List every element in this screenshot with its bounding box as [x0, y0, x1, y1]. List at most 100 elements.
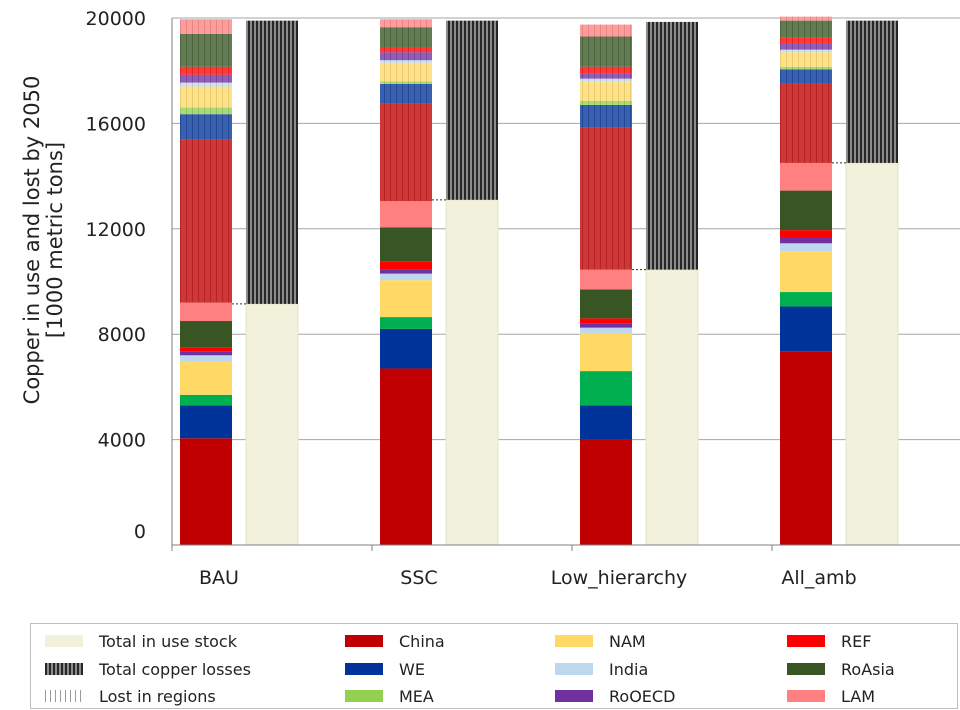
bar-total-in-use-stock: [845, 162, 899, 546]
legend-item: REF: [787, 631, 871, 651]
bar-segment-nam: [580, 332, 632, 372]
lost-stripe-overlay: [180, 19, 232, 34]
bar-segment-ref: [180, 347, 232, 352]
lost-stripe-overlay: [780, 69, 832, 84]
lost-stripe-overlay: [380, 60, 432, 63]
bar-segment-china: [780, 351, 832, 545]
lost-stripe-overlay: [180, 66, 232, 75]
legend-item: MEA: [345, 686, 434, 706]
bar-segment-india: [180, 355, 232, 362]
bar-segment-rooecd: [380, 269, 432, 274]
bar-segment-china: [180, 438, 232, 545]
bar-segment-china: [580, 439, 632, 545]
bar-segment-mea: [580, 371, 632, 406]
legend-swatch: [787, 635, 825, 647]
lost-stripe-overlay: [780, 49, 832, 53]
x-tick-label: SSC: [400, 567, 437, 589]
legend-label: RoAsia: [841, 659, 895, 679]
lost-stripe-overlay: [180, 107, 232, 115]
legend-swatch: [555, 635, 593, 647]
bars: [180, 16, 899, 546]
lost-stripe-overlay: [580, 104, 632, 128]
y-axis-ticks: 0 4000 8000 12000 16000 20000: [86, 8, 146, 543]
lost-stripe-overlay: [380, 62, 432, 82]
y-axis-label: Copper in use and lost by 2050[1000 metr…: [20, 76, 67, 405]
lost-stripe-overlay: [180, 74, 232, 83]
legend-item: Total copper losses: [45, 659, 251, 679]
bar-segment-mea: [180, 394, 232, 406]
bar-total-copper-losses: [646, 21, 698, 270]
lost-stripe-overlay: [780, 20, 832, 38]
legend-item: NAM: [555, 631, 646, 651]
bar-segment-rooecd: [780, 238, 832, 244]
bar-segment-lam: [380, 201, 432, 228]
legend-swatch: [345, 663, 383, 675]
lost-stripe-overlay: [580, 36, 632, 67]
bar-segment-roasia: [180, 321, 232, 348]
bar-segment-india: [380, 273, 432, 281]
bar-segment-roasia: [380, 227, 432, 262]
legend-item: Lost in regions: [45, 686, 216, 706]
bar-segment-lam: [580, 269, 632, 290]
bar-segment-roasia: [780, 190, 832, 231]
y-tick-label: 4000: [98, 430, 146, 452]
legend-swatch: [345, 635, 383, 647]
lost-stripe-overlay: [180, 114, 232, 140]
bar-segment-lam: [180, 302, 232, 322]
bar-segment-ref: [780, 230, 832, 239]
lost-stripe-overlay: [780, 66, 832, 70]
lost-stripe-overlay: [380, 103, 432, 202]
legend-item: Total in use stock: [45, 631, 237, 651]
legend-swatch: [345, 690, 383, 702]
legend-item: RoAsia: [787, 659, 895, 679]
lost-stripe-overlay: [180, 86, 232, 108]
lost-stripe-overlay: [180, 139, 232, 303]
lost-stripe-overlay: [780, 83, 832, 163]
x-tick-label: BAU: [199, 567, 239, 589]
lost-stripe-overlay: [380, 81, 432, 84]
bar-segment-lam: [780, 162, 832, 191]
chart: Copper in use and lost by 2050[1000 metr…: [20, 8, 960, 589]
bar-total-in-use-stock: [245, 303, 299, 546]
bar-segment-we: [580, 405, 632, 440]
legend-swatch: [45, 690, 83, 702]
y-tick-label: 0: [134, 521, 146, 543]
legend-label: NAM: [609, 631, 646, 651]
bar-segment-mea: [380, 317, 432, 329]
bar-segment-mea: [780, 292, 832, 307]
legend-swatch: [555, 690, 593, 702]
lost-stripe-overlay: [580, 127, 632, 270]
legend-label: LAM: [841, 686, 876, 706]
x-tick-label: All_amb: [781, 567, 856, 589]
y-tick-label: 16000: [86, 113, 146, 135]
lost-stripe-overlay: [180, 33, 232, 67]
bar-total-in-use-stock: [445, 199, 499, 546]
bar-segment-ref: [380, 261, 432, 270]
bar-segment-china: [380, 368, 432, 545]
bar-segment-we: [180, 405, 232, 439]
lost-stripe-overlay: [380, 19, 432, 28]
lost-stripe-overlay: [380, 46, 432, 53]
y-tick-label: 20000: [86, 8, 146, 30]
legend-swatch: [787, 663, 825, 675]
bar-segment-roasia: [580, 289, 632, 319]
bar-segment-india: [580, 327, 632, 333]
legend-swatch: [787, 690, 825, 702]
lost-stripe-overlay: [380, 52, 432, 61]
bar-segment-nam: [180, 361, 232, 395]
lost-stripe-overlay: [780, 52, 832, 67]
lost-stripe-overlay: [780, 37, 832, 44]
legend-label: India: [609, 659, 649, 679]
legend-label: MEA: [399, 686, 434, 706]
legend: Total in use stock Total copper losses Los…: [30, 623, 958, 709]
bar-segment-we: [780, 306, 832, 352]
y-tick-label: 12000: [86, 219, 146, 241]
lost-stripe-overlay: [580, 24, 632, 37]
legend-label: WE: [399, 659, 425, 679]
bar-total-copper-losses: [246, 20, 298, 304]
legend-item: China: [345, 631, 445, 651]
lost-stripe-overlay: [780, 16, 832, 21]
legend-item: India: [555, 659, 648, 679]
legend-label: RoOECD: [609, 686, 676, 706]
bar-total-copper-losses: [846, 20, 898, 163]
